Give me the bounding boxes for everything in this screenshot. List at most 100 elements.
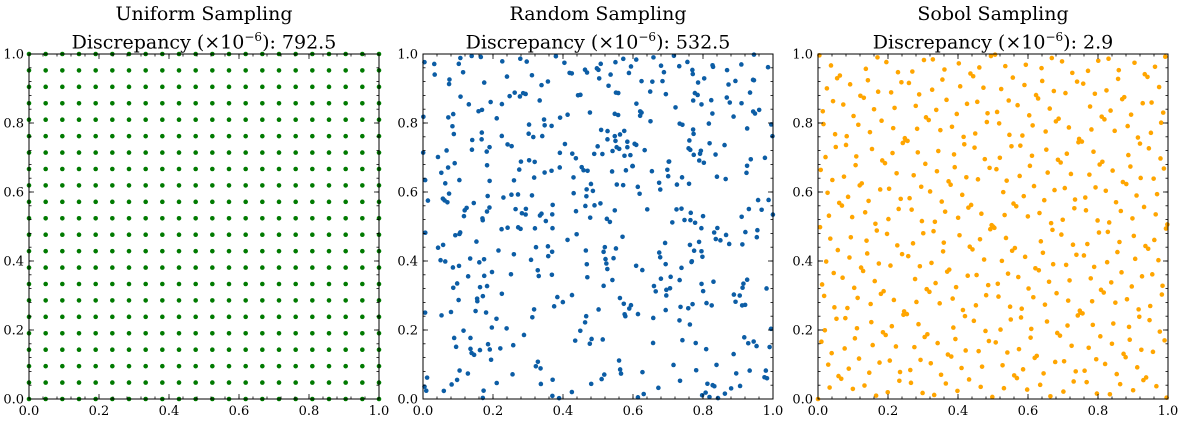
random-point — [532, 226, 538, 231]
random-point — [626, 70, 632, 76]
random-point — [456, 297, 461, 303]
uniform-point — [343, 380, 348, 385]
sobol-point — [1126, 152, 1131, 158]
sobol-point — [999, 258, 1005, 264]
random-point — [438, 257, 443, 263]
random-point — [686, 146, 691, 151]
random-point — [691, 248, 697, 254]
sobol-point — [1148, 130, 1154, 136]
sobol-point — [981, 257, 987, 262]
random-point — [450, 265, 456, 270]
uniform-point — [310, 281, 315, 287]
random-point — [691, 152, 697, 158]
sobol-point — [908, 380, 914, 386]
sobol-point — [820, 108, 826, 114]
sobol-point — [964, 175, 969, 180]
uniform-point — [110, 232, 115, 238]
sobol-point — [1003, 235, 1009, 241]
random-point — [598, 61, 604, 67]
random-point — [637, 109, 643, 114]
uniform-point — [193, 150, 198, 155]
random-point — [733, 299, 738, 305]
uniform-point — [110, 133, 115, 139]
uniform-point — [326, 133, 332, 139]
random-point — [750, 77, 756, 83]
uniform-point — [226, 166, 232, 172]
uniform-point — [76, 68, 82, 73]
sobol-point — [866, 370, 872, 376]
uniform-point — [260, 265, 265, 270]
random-point — [756, 107, 762, 113]
sobol-point — [847, 82, 853, 87]
sobol-point — [1092, 91, 1098, 97]
sobol-y-tick-label: 0.2 — [792, 324, 813, 339]
random-point — [504, 74, 510, 79]
random-point — [582, 320, 588, 325]
random-point — [477, 347, 483, 353]
uniform-point — [176, 100, 182, 106]
random-point — [640, 267, 645, 273]
sobol-point — [888, 263, 893, 268]
sobol-point — [1000, 189, 1006, 195]
sobol-point — [1093, 356, 1099, 362]
random-point — [718, 238, 723, 243]
sobol-point — [1059, 232, 1064, 237]
sobol-point — [1026, 113, 1032, 118]
sobol-point — [1067, 278, 1072, 283]
uniform-point — [310, 265, 315, 270]
random-point — [518, 159, 524, 164]
sobol-point — [846, 366, 852, 371]
sobol-point — [994, 109, 1000, 115]
sobol-point — [854, 325, 860, 331]
uniform-point — [43, 183, 48, 188]
random-point — [674, 182, 680, 187]
sobol-point — [829, 350, 834, 356]
random-point — [539, 82, 544, 88]
random-point — [707, 394, 712, 400]
uniform-y-tick-label: 1.0 — [3, 48, 24, 63]
random-point — [526, 122, 532, 127]
sobol-point — [972, 145, 977, 150]
sobol-point — [940, 249, 946, 254]
sobol-point — [997, 155, 1003, 161]
random-y-tick-label: 0.2 — [397, 324, 418, 339]
sobol-point — [944, 269, 950, 274]
sobol-plot: 0.0 0.2 0.4 0.6 0.8 1.0 0.0 0.2 0.4 0.6 0.8 1.0 — [792, 48, 1178, 420]
sobol-point — [855, 295, 860, 301]
sobol-point — [843, 142, 849, 148]
random-point — [690, 71, 696, 77]
random-point — [710, 111, 715, 116]
uniform-point — [60, 215, 65, 221]
uniform-point — [343, 100, 348, 106]
sobol-point — [862, 210, 868, 215]
uniform-point — [43, 281, 48, 287]
sobol-point — [879, 118, 884, 124]
sobol-point — [1099, 114, 1104, 119]
random-point — [452, 160, 457, 166]
sobol-point — [1113, 300, 1118, 305]
sobol-point — [977, 237, 983, 242]
sobol-point — [1033, 265, 1038, 271]
random-point — [699, 281, 704, 287]
random-point — [737, 383, 743, 389]
sobol-point — [834, 316, 839, 322]
random-point — [446, 115, 451, 120]
sobol-point — [1149, 100, 1154, 105]
uniform-point — [110, 330, 115, 336]
sobol-point — [853, 154, 859, 159]
uniform-point — [160, 199, 165, 205]
uniform-point — [226, 330, 232, 336]
sobol-point — [1124, 181, 1129, 187]
sobol-point — [818, 167, 824, 173]
random-y-tick-label: 0.8 — [397, 117, 418, 132]
uniform-point — [76, 166, 82, 172]
random-point — [545, 79, 551, 84]
uniform-point — [276, 150, 282, 155]
random-point — [664, 293, 669, 298]
random-point — [481, 273, 487, 279]
random-point — [617, 295, 623, 301]
random-point — [744, 277, 750, 283]
uniform-point — [226, 117, 232, 123]
sobol-point — [1165, 222, 1170, 227]
random-y-tick-label: 0.4 — [397, 255, 418, 270]
